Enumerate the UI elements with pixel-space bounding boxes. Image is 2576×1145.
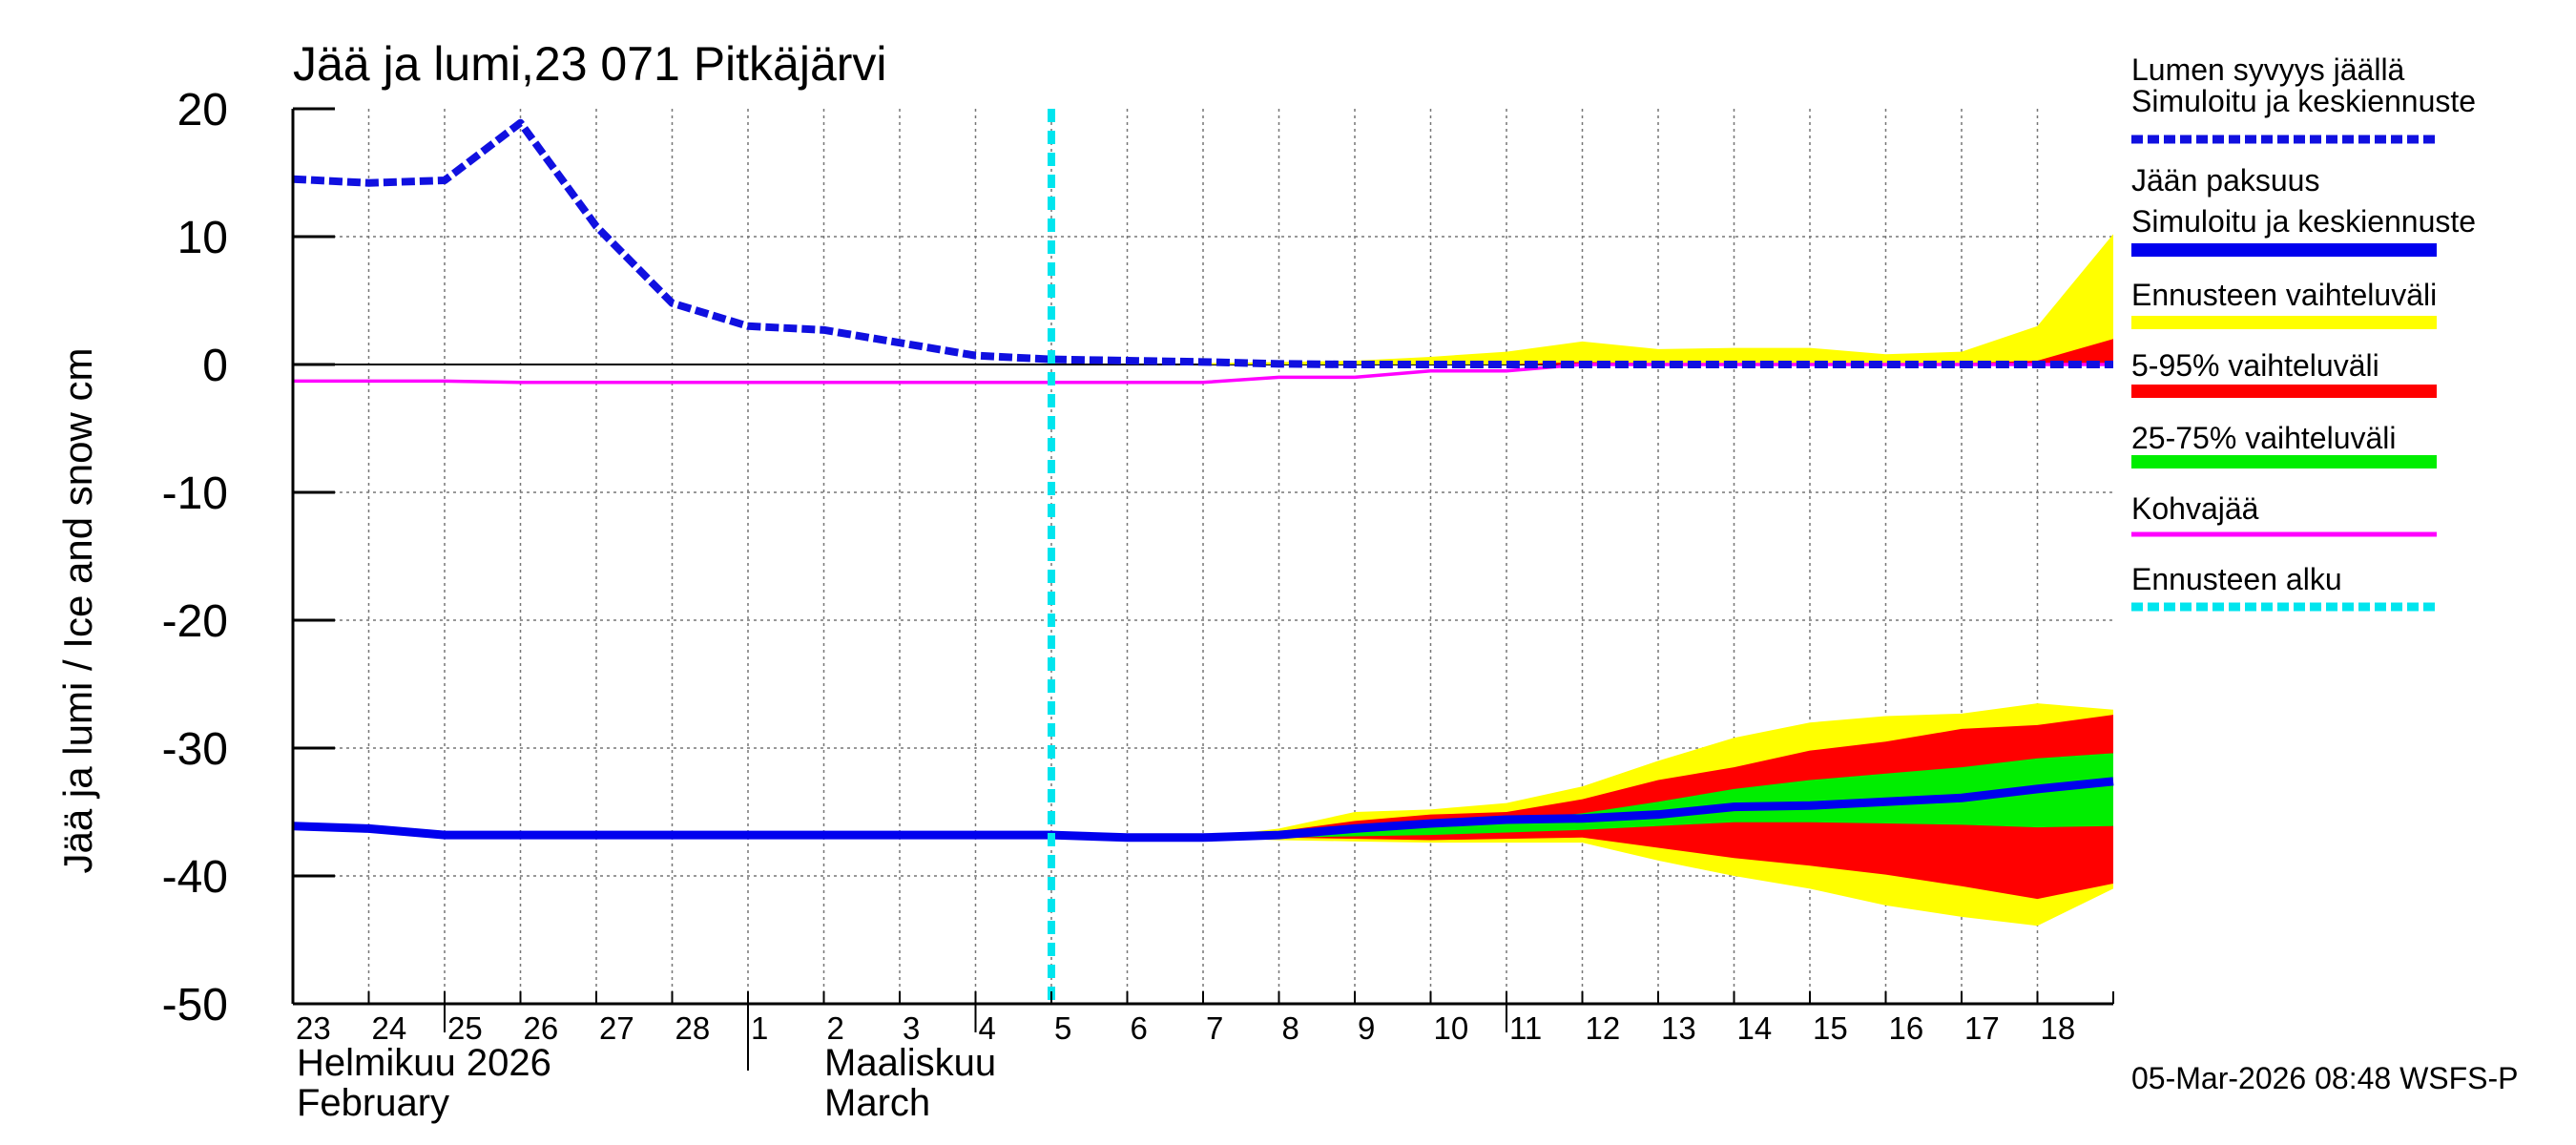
legend-label: 5-95% vaihteluväli <box>2131 348 2379 383</box>
y-tick-label: -10 <box>162 468 228 519</box>
snow-band-full-range <box>1203 234 2113 364</box>
x-day-label: 13 <box>1661 1010 1696 1046</box>
x-day-label: 2 <box>827 1010 844 1046</box>
chart-title: Jää ja lumi,23 071 Pitkäjärvi <box>293 37 887 91</box>
y-tick-label: -40 <box>162 852 228 903</box>
x-day-label: 24 <box>372 1010 407 1046</box>
legend-label-sub: Simuloitu ja keskiennuste <box>2131 84 2476 118</box>
month-label-en: February <box>297 1082 449 1124</box>
series-kohvajaa <box>293 363 2113 385</box>
ice-band-25-75 <box>1203 753 2113 838</box>
x-day-label: 18 <box>2041 1010 2076 1046</box>
x-day-label: 4 <box>979 1010 996 1046</box>
footer-timestamp: 05-Mar-2026 08:48 WSFS-P <box>2131 1061 2519 1095</box>
legend-label: 25-75% vaihteluväli <box>2131 421 2397 455</box>
y-tick-label: -50 <box>162 980 228 1030</box>
y-tick-label: -30 <box>162 724 228 775</box>
legend-label: Jään paksuus <box>2131 163 2319 198</box>
x-day-label: 17 <box>1964 1010 2000 1046</box>
legend-label: Ennusteen vaihteluväli <box>2131 278 2437 312</box>
legend-label: Kohvajää <box>2131 491 2259 526</box>
x-day-label: 1 <box>751 1010 768 1046</box>
month-label-fi: Helmikuu 2026 <box>297 1042 551 1084</box>
series-lumen-syvyys <box>292 118 2113 368</box>
x-day-label: 7 <box>1206 1010 1223 1046</box>
x-day-label: 16 <box>1889 1010 1924 1046</box>
y-tick-label: 0 <box>202 341 228 391</box>
x-day-label: 26 <box>524 1010 559 1046</box>
y-tick-label: 10 <box>177 213 228 263</box>
x-day-label: 12 <box>1586 1010 1621 1046</box>
plot-area <box>292 109 2114 1004</box>
legend-label-sub: Simuloitu ja keskiennuste <box>2131 204 2476 239</box>
legend-label: Ennusteen alku <box>2131 562 2342 596</box>
x-day-label: 28 <box>675 1010 711 1046</box>
x-day-label: 14 <box>1737 1010 1773 1046</box>
legend-label: Lumen syvyys jäällä <box>2131 52 2405 87</box>
x-day-label: 25 <box>447 1010 483 1046</box>
month-label-en: March <box>824 1082 930 1124</box>
series-jaan-paksuus <box>292 777 2114 843</box>
y-tick-label: 20 <box>177 85 228 135</box>
x-day-label: 6 <box>1131 1010 1148 1046</box>
month-label-fi: Maaliskuu <box>824 1042 996 1084</box>
x-day-label: 11 <box>1509 1010 1542 1046</box>
y-axis-label: Jää ja lumi / Ice and snow cm <box>55 348 100 874</box>
x-day-label: 5 <box>1054 1010 1071 1046</box>
x-day-label: 23 <box>296 1010 331 1046</box>
x-day-label: 8 <box>1282 1010 1299 1046</box>
x-day-label: 3 <box>903 1010 920 1046</box>
x-day-label: 27 <box>599 1010 634 1046</box>
x-day-label: 15 <box>1813 1010 1848 1046</box>
x-day-label: 9 <box>1358 1010 1375 1046</box>
x-day-label: 10 <box>1434 1010 1469 1046</box>
y-tick-label: -20 <box>162 596 228 647</box>
